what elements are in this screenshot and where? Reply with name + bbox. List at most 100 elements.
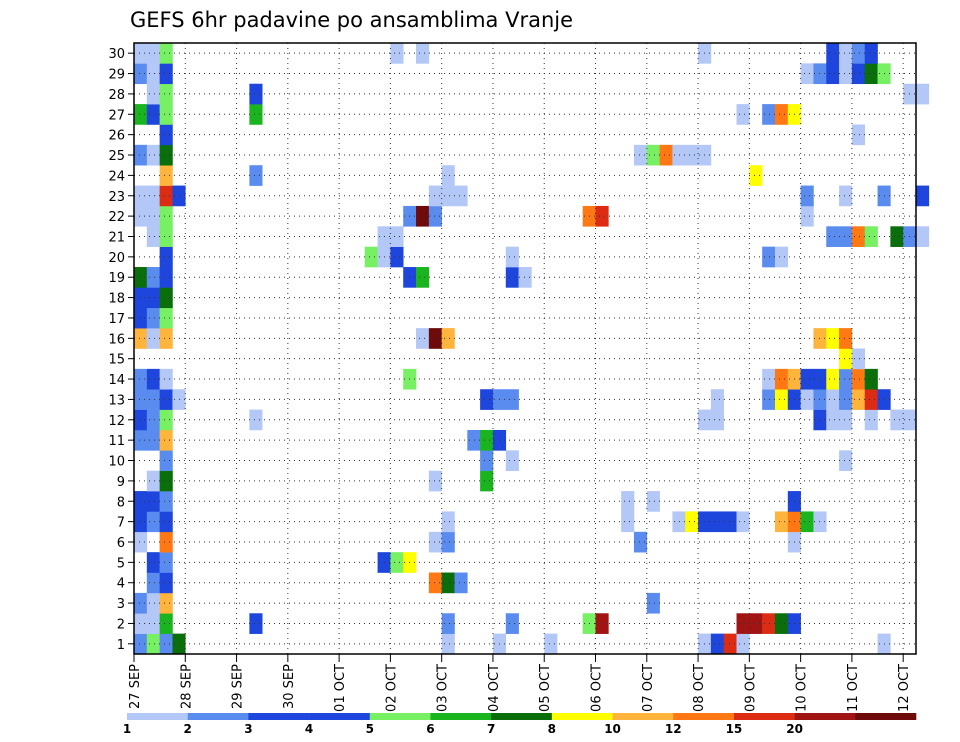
heatmap-cell bbox=[800, 205, 814, 227]
colorbar-swatch bbox=[187, 713, 249, 720]
heatmap-cell bbox=[159, 409, 173, 431]
heatmap-cell bbox=[146, 613, 160, 634]
heatmap-cell bbox=[518, 267, 532, 288]
heatmap-cell bbox=[146, 368, 160, 390]
heatmap-cell bbox=[839, 43, 853, 64]
y-tick-label: 24 bbox=[108, 169, 125, 184]
y-tick-label: 19 bbox=[108, 271, 125, 286]
heatmap-cell bbox=[839, 409, 853, 431]
heatmap-cell bbox=[159, 124, 173, 146]
heatmap-cell bbox=[762, 104, 776, 125]
heatmap-cell bbox=[134, 104, 148, 125]
heatmap-cell bbox=[249, 409, 263, 431]
heatmap-cell bbox=[249, 613, 263, 634]
heatmap-cell bbox=[416, 328, 430, 349]
heatmap-cell bbox=[134, 409, 148, 431]
heatmap-cell bbox=[159, 144, 173, 166]
heatmap-cell bbox=[467, 429, 481, 451]
heatmap-cell bbox=[480, 470, 494, 492]
heatmap-cell bbox=[505, 389, 519, 410]
colorbar-swatch bbox=[673, 713, 735, 720]
heatmap-cell bbox=[505, 450, 519, 471]
colorbar-swatch bbox=[430, 713, 492, 720]
heatmap-cell bbox=[134, 185, 148, 207]
heatmap-cell bbox=[249, 104, 263, 125]
heatmap-cell bbox=[134, 328, 148, 349]
heatmap-cell bbox=[159, 185, 173, 207]
heatmap-cell bbox=[736, 104, 750, 125]
heatmap-cell bbox=[134, 144, 148, 166]
heatmap-cell bbox=[800, 511, 814, 533]
heatmap-cell bbox=[851, 368, 866, 390]
heatmap-cell bbox=[916, 83, 930, 105]
y-tick-label: 30 bbox=[108, 47, 125, 62]
heatmap-cell bbox=[159, 511, 173, 533]
colorbar-swatch bbox=[733, 713, 795, 720]
heatmap-cell bbox=[390, 246, 404, 268]
y-tick-label: 20 bbox=[108, 251, 125, 266]
heatmap-cell bbox=[685, 144, 699, 166]
heatmap-cell bbox=[736, 633, 750, 655]
x-tick-label: 11 OCT bbox=[846, 664, 861, 712]
x-tick-label: 07 OCT bbox=[641, 664, 656, 712]
colorbar-label: 4 bbox=[305, 722, 313, 736]
heatmap-cell bbox=[416, 205, 430, 227]
heatmap-cell bbox=[249, 165, 263, 186]
heatmap-cell bbox=[146, 63, 160, 85]
y-tick-label: 14 bbox=[108, 373, 125, 388]
colorbar-swatch bbox=[248, 713, 310, 720]
x-tick-label: 29 SEP bbox=[231, 664, 246, 709]
colorbar-swatch bbox=[127, 713, 188, 720]
heatmap-cell bbox=[159, 450, 173, 471]
heatmap-cell bbox=[851, 348, 866, 370]
colorbar-swatch bbox=[794, 713, 856, 720]
heatmap-cell bbox=[480, 389, 494, 410]
heatmap-cell bbox=[454, 185, 468, 207]
heatmap-cell bbox=[159, 328, 173, 349]
heatmap-cell bbox=[774, 104, 789, 125]
y-tick-label: 10 bbox=[108, 455, 125, 470]
heatmap-cell bbox=[134, 287, 148, 309]
y-tick-label: 4 bbox=[117, 577, 125, 592]
heatmap-cell bbox=[800, 368, 814, 390]
heatmap-cell bbox=[416, 43, 430, 64]
heatmap-cell bbox=[864, 63, 878, 85]
x-tick-label: 28 SEP bbox=[179, 664, 194, 709]
heatmap-cell bbox=[480, 429, 494, 451]
heatmap-cell bbox=[774, 246, 789, 268]
heatmap-cell bbox=[146, 409, 160, 431]
heatmap-cell bbox=[428, 328, 442, 349]
heatmap-cell bbox=[134, 267, 148, 288]
heatmap-cell bbox=[146, 552, 160, 573]
heatmap-cell bbox=[428, 572, 442, 594]
y-tick-label: 3 bbox=[117, 597, 125, 612]
heatmap-cell bbox=[159, 63, 173, 85]
colorbar-label: 20 bbox=[786, 722, 803, 736]
heatmap-cell bbox=[800, 389, 814, 410]
heatmap-cell bbox=[134, 63, 148, 85]
colorbar-label: 12 bbox=[665, 722, 682, 736]
heatmap-cell bbox=[851, 124, 866, 146]
x-tick-label: 01 OCT bbox=[333, 664, 348, 712]
heatmap-cell bbox=[633, 531, 648, 553]
y-tick-label: 21 bbox=[108, 230, 125, 245]
heatmap-cell bbox=[441, 572, 455, 594]
heatmap-cell bbox=[839, 185, 853, 207]
colorbar-swatch bbox=[491, 713, 553, 720]
heatmap-cell bbox=[826, 63, 840, 85]
heatmap-cells bbox=[134, 43, 930, 655]
heatmap-cell bbox=[134, 633, 148, 655]
colorbar-swatch bbox=[855, 713, 917, 720]
heatmap-cell bbox=[480, 450, 494, 471]
heatmap-cell bbox=[441, 531, 455, 553]
heatmap-cell bbox=[146, 43, 160, 64]
heatmap-cell bbox=[159, 246, 173, 268]
colorbar-swatch bbox=[309, 713, 371, 720]
y-tick-label: 22 bbox=[108, 210, 125, 225]
heatmap-cell bbox=[505, 246, 519, 268]
heatmap-cell bbox=[159, 491, 173, 512]
x-tick-label: 05 OCT bbox=[538, 664, 553, 712]
heatmap-cell bbox=[428, 531, 442, 553]
colorbar-label: 2 bbox=[184, 722, 192, 736]
